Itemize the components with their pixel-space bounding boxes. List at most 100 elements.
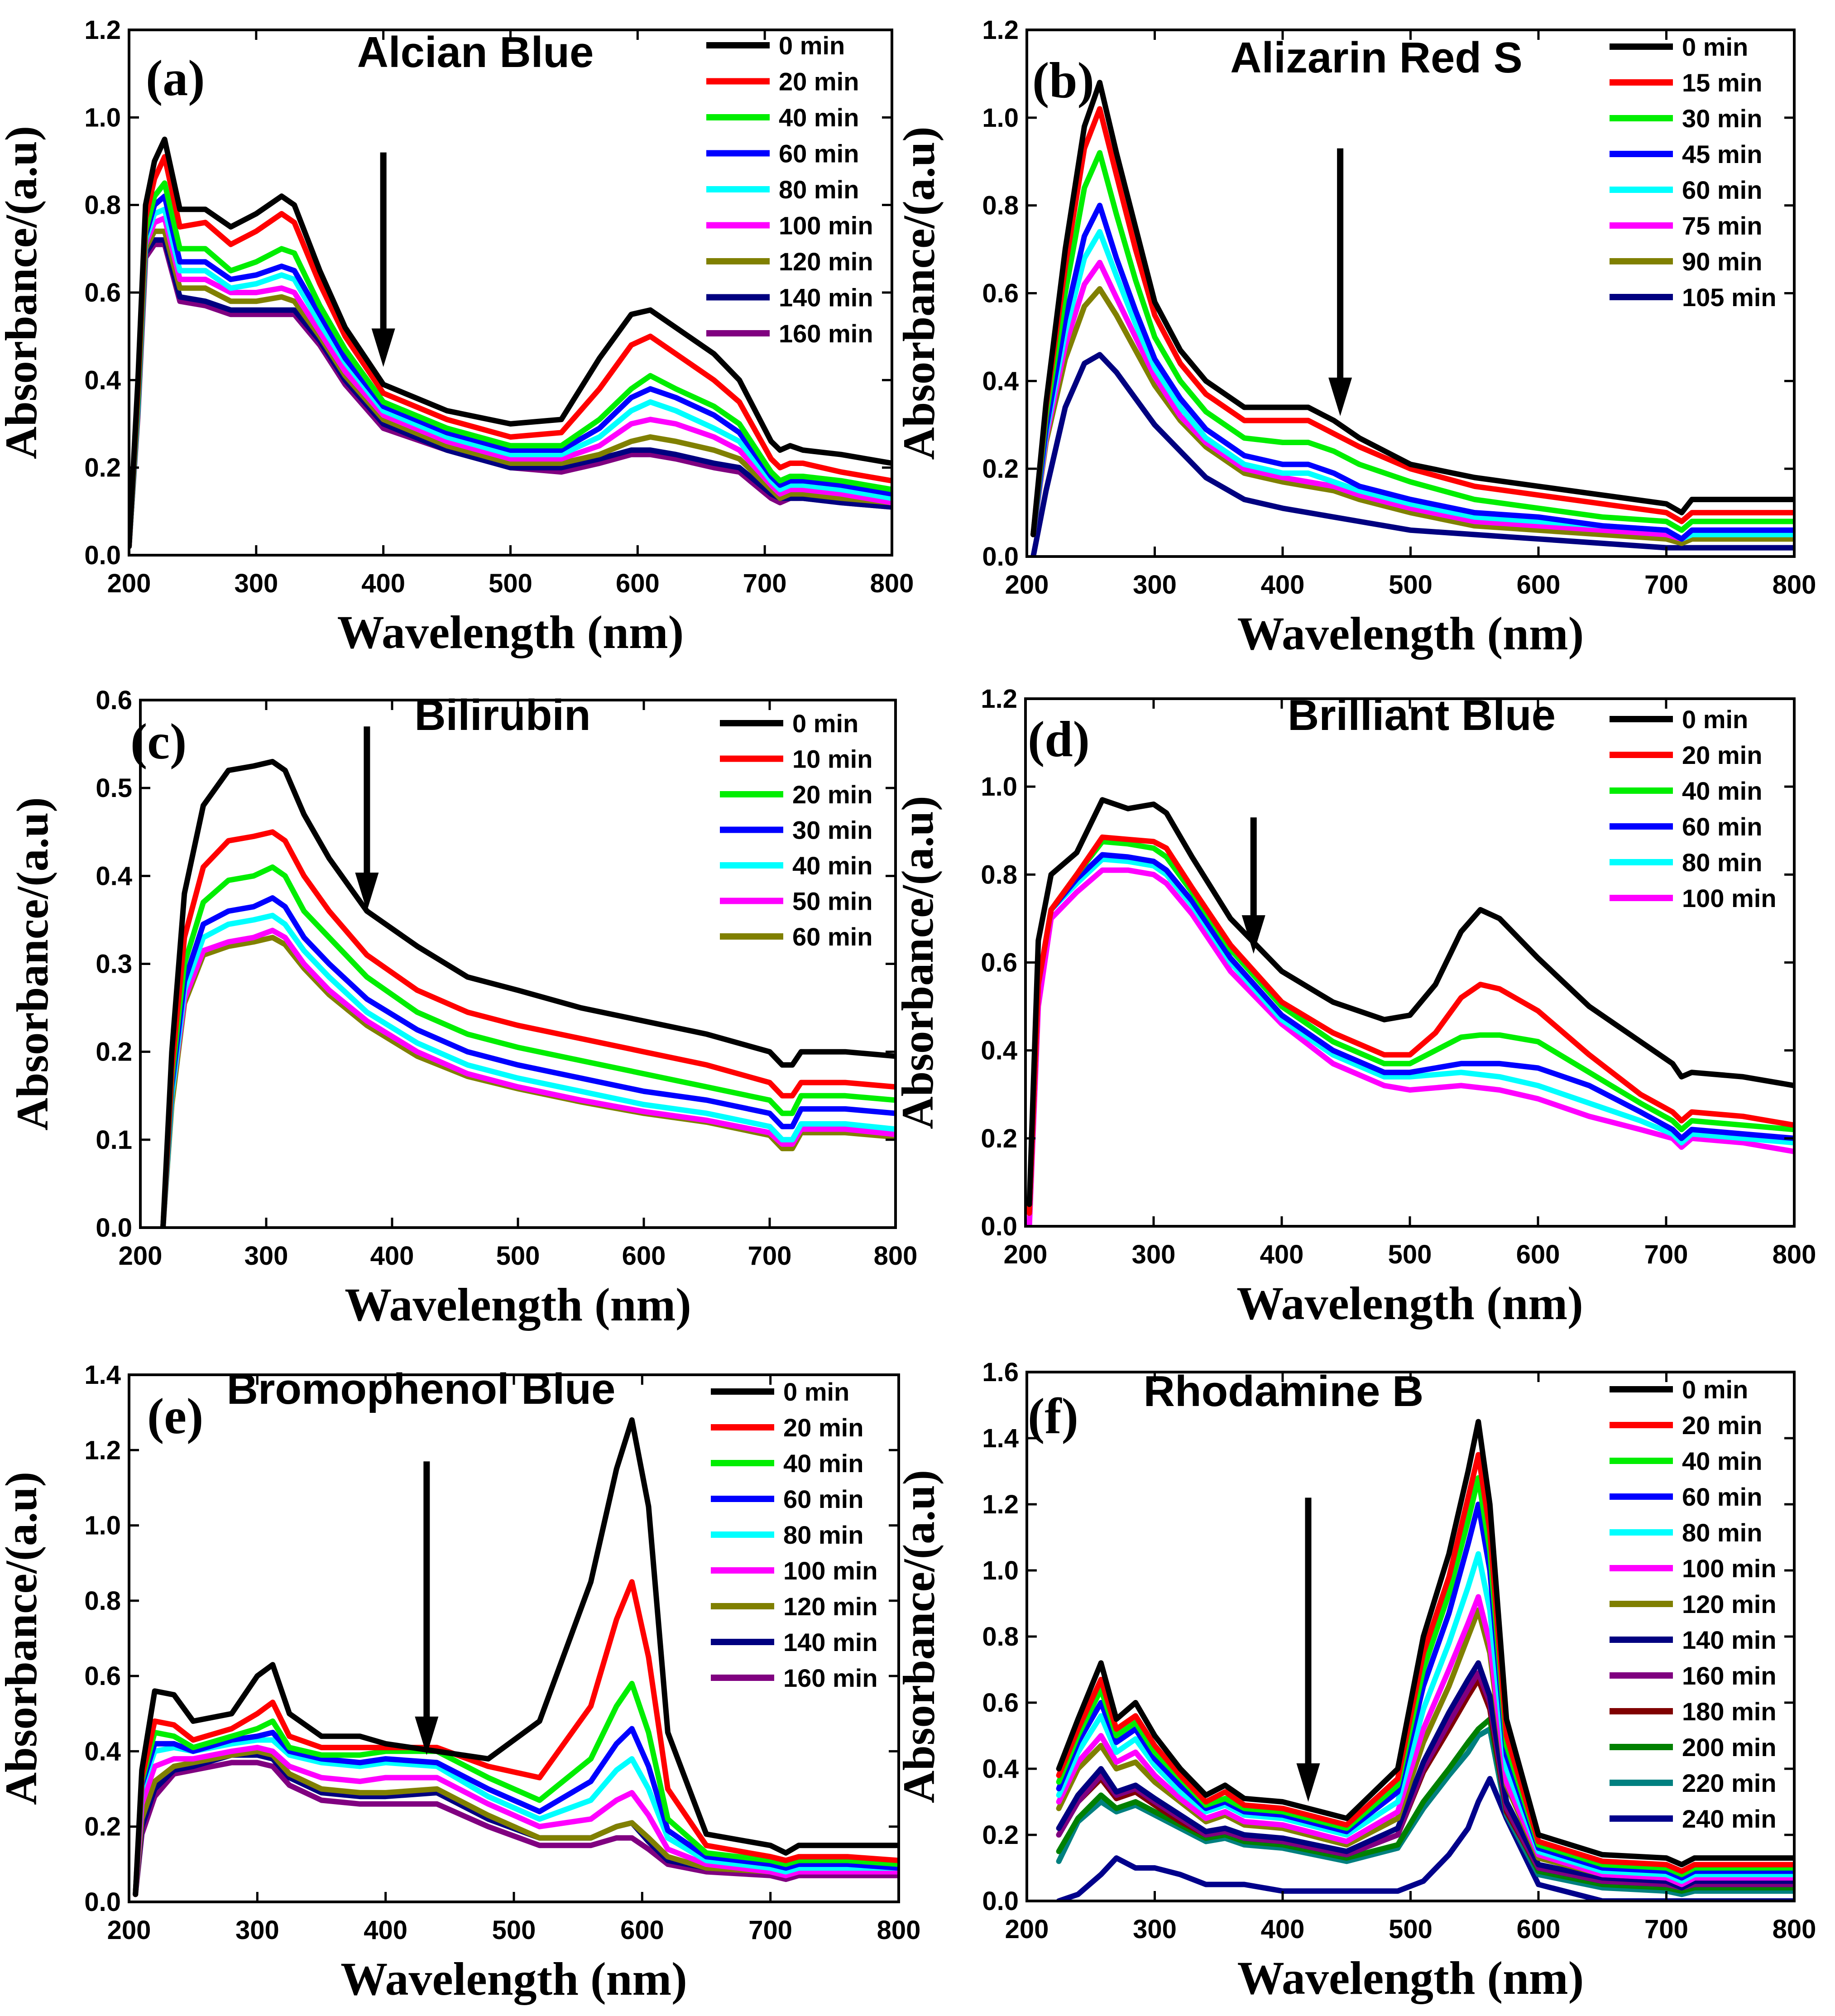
y-tick-label: 0.1 <box>96 1125 132 1155</box>
legend-item: 60 min <box>711 1485 863 1513</box>
legend-label: 180 min <box>1682 1697 1777 1726</box>
legend-label: 80 min <box>783 1521 863 1549</box>
y-tick-label: 0.4 <box>982 366 1019 396</box>
y-tick-label: 0.3 <box>96 950 132 979</box>
series-line-40-min <box>160 912 896 1228</box>
legend-item: 140 min <box>706 283 873 312</box>
panel-f: 200 300 400 500 600 700 800 0.0 0.2 0.4 0.6 0.8 1.0 1… <box>894 1358 1816 2004</box>
series-line-105-min <box>1030 352 1794 557</box>
x-tick-label: 600 <box>1516 1240 1560 1269</box>
y-axis-title: Absorbance/(a.u) <box>0 126 46 459</box>
series-line-80-min <box>1056 1551 1794 1884</box>
x-tick-label: 700 <box>748 1241 792 1271</box>
legend-label: 75 min <box>1682 211 1762 240</box>
legend-item: 120 min <box>1610 1590 1777 1618</box>
legend-label: 0 min <box>779 31 845 60</box>
chart-title: Bilirubin <box>414 691 590 739</box>
legend-label: 90 min <box>1682 247 1762 276</box>
legend-label: 60 min <box>1682 1483 1762 1511</box>
chart-title: Brilliant Blue <box>1288 691 1556 739</box>
legend-label: 120 min <box>1682 1590 1777 1618</box>
legend-item: 30 min <box>1610 104 1762 133</box>
y-tick-label: 1.2 <box>982 1490 1019 1519</box>
legend-item: 20 min <box>706 67 859 96</box>
legend-label: 0 min <box>792 709 858 738</box>
series-group <box>160 758 896 1228</box>
x-tick-label: 200 <box>107 569 151 598</box>
y-axis-title: Absorbance/(a.u) <box>892 796 943 1129</box>
legend-label: 30 min <box>1682 104 1762 133</box>
legend-label: 100 min <box>1682 884 1777 912</box>
x-tick-label: 800 <box>1773 570 1816 600</box>
decrease-arrow <box>1296 1498 1320 1802</box>
legend: 0 min 20 min 40 min 60 min 80 min 100 min <box>1610 705 1777 912</box>
y-tick-label: 1.0 <box>981 772 1017 802</box>
y-tick-label: 0.0 <box>982 542 1019 571</box>
legend-label: 80 min <box>1682 1518 1762 1547</box>
x-axis-title: Wavelength (nm) <box>1237 608 1584 660</box>
x-tick-label: 700 <box>1644 1915 1688 1944</box>
legend-item: 0 min <box>1610 33 1748 61</box>
panel-b: 200 300 400 500 600 700 800 0.0 0.2 0.4 0.6 0.8 1.0 1… <box>894 15 1816 660</box>
y-tick-label: 1.4 <box>982 1424 1019 1453</box>
legend-label: 60 min <box>1682 176 1762 204</box>
y-tick-label: 1.0 <box>982 1556 1019 1585</box>
panel-c: 200 300 400 500 600 700 800 0.0 0.1 0.2 0.3 0.4 0.5 0… <box>7 686 917 1331</box>
decrease-arrow <box>355 726 379 911</box>
series-line-15-min <box>1030 106 1794 538</box>
legend: 0 min 20 min 40 min 60 min 80 min 100 min 120 … <box>711 1378 878 1692</box>
legend-label: 140 min <box>779 283 873 312</box>
legend-item: 20 min <box>1610 741 1762 769</box>
legend-item: 0 min <box>720 709 858 738</box>
legend-label: 120 min <box>779 247 873 276</box>
legend-label: 100 min <box>1682 1554 1777 1583</box>
legend-item: 200 min <box>1610 1733 1777 1762</box>
legend: 0 min 15 min 30 min 45 min 60 min 75 min 90 mi… <box>1610 33 1777 312</box>
decrease-arrow <box>371 152 395 367</box>
legend-item: 105 min <box>1610 283 1777 312</box>
y-tick-label: 0.0 <box>84 1887 121 1917</box>
y-tick-label: 1.0 <box>84 1511 121 1541</box>
panel-label: (a) <box>146 50 205 106</box>
series-line-20-min <box>160 864 896 1228</box>
x-tick-label: 700 <box>743 569 787 598</box>
y-tick-label: 1.2 <box>982 15 1019 45</box>
legend: 0 min 20 min 40 min 60 min 80 min 100 min 120 … <box>706 31 873 348</box>
legend-item: 50 min <box>720 887 872 916</box>
series-line-0-min <box>1056 1419 1794 1867</box>
decrease-arrow <box>1328 148 1352 416</box>
y-tick-label: 0.6 <box>84 1661 121 1691</box>
legend-item: 80 min <box>706 175 859 204</box>
legend-label: 20 min <box>1682 1411 1762 1440</box>
y-tick-label: 0.2 <box>96 1037 132 1067</box>
x-tick-label: 200 <box>119 1241 163 1271</box>
legend-item: 60 min <box>720 922 872 951</box>
x-tick-label: 200 <box>1005 570 1049 600</box>
series-group <box>1026 797 1794 1226</box>
legend-label: 20 min <box>1682 741 1762 769</box>
x-tick-label: 800 <box>870 569 914 598</box>
legend-item: 20 min <box>711 1413 863 1442</box>
y-axis-title: Absorbance/(a.u) <box>894 126 944 460</box>
chart-title: Alcian Blue <box>357 28 594 77</box>
y-tick-label: 0.5 <box>96 773 132 803</box>
panel-label: (d) <box>1028 711 1090 768</box>
x-tick-label: 500 <box>1388 1240 1432 1269</box>
x-tick-label: 400 <box>1261 570 1305 600</box>
legend-item: 20 min <box>720 780 872 809</box>
y-tick-label: 0.2 <box>982 454 1019 484</box>
y-tick-label: 0.6 <box>982 1688 1019 1718</box>
x-axis-title: Wavelength (nm) <box>1237 1952 1584 2004</box>
decrease-arrow <box>1241 817 1265 954</box>
legend-label: 80 min <box>779 175 859 204</box>
x-tick-label: 300 <box>1133 570 1177 600</box>
legend-item: 100 min <box>711 1556 878 1585</box>
legend-item: 90 min <box>1610 247 1762 276</box>
series-line-60-min <box>133 1726 899 1897</box>
chart-title: Bromophenol Blue <box>227 1365 616 1413</box>
legend-item: 40 min <box>706 103 859 132</box>
y-axis-title: Absorbance/(a.u) <box>0 1472 46 1805</box>
legend-label: 220 min <box>1682 1769 1777 1797</box>
legend-label: 40 min <box>1682 777 1762 805</box>
